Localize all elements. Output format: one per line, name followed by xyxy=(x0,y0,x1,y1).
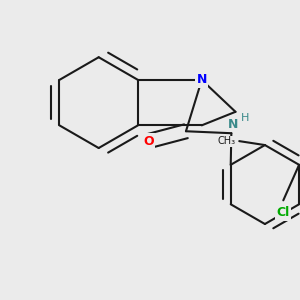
Text: N: N xyxy=(228,118,238,131)
Text: N: N xyxy=(196,74,207,86)
Text: CH₃: CH₃ xyxy=(218,136,236,146)
Text: H: H xyxy=(241,113,249,123)
Text: Cl: Cl xyxy=(277,206,290,219)
Text: O: O xyxy=(143,135,154,148)
